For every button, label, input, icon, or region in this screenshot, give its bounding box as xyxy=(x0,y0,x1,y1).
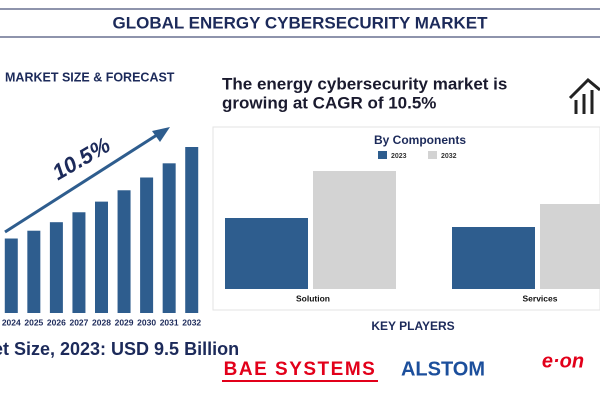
x-tick-label: 2025 xyxy=(24,317,43,327)
key-players-title: KEY PLAYERS xyxy=(371,319,454,333)
bar xyxy=(4,238,18,313)
forecast-title: MARKET SIZE & FORECAST xyxy=(5,70,175,84)
market-size-text: Market Size, 2023: USD 9.5 Billion xyxy=(0,339,239,359)
components-title: By Components xyxy=(374,133,466,147)
x-tick-label: 2030 xyxy=(137,317,156,327)
bar xyxy=(95,201,108,313)
x-tick-label: 2027 xyxy=(69,317,88,327)
page-title: GLOBAL ENERGY CYBERSECURITY MARKET xyxy=(113,13,489,32)
legend-label: 2023 xyxy=(391,153,407,160)
bar xyxy=(72,212,86,313)
x-tick-label: 2026 xyxy=(47,317,66,327)
bar xyxy=(162,163,176,313)
logo-eon: e·on xyxy=(542,350,584,372)
bar xyxy=(225,218,308,289)
x-tick-label: 2024 xyxy=(2,317,21,327)
legend-swatch xyxy=(428,151,437,159)
headline-line: The energy cybersecurity market is xyxy=(222,74,507,93)
bar xyxy=(313,171,396,289)
bar xyxy=(540,204,600,289)
legend-swatch xyxy=(378,151,387,159)
x-tick-label: 2029 xyxy=(115,317,134,327)
x-tick-label: Solution xyxy=(296,293,330,303)
x-tick-label: 2031 xyxy=(160,317,179,327)
house-icon xyxy=(568,77,600,114)
bar xyxy=(117,190,131,313)
bar xyxy=(49,222,63,313)
logo-alstom: ALSTOM xyxy=(401,358,485,380)
logo-bae: BAE SYSTEMS xyxy=(224,359,377,380)
x-tick-label: 2028 xyxy=(92,317,111,327)
bar xyxy=(452,227,535,289)
x-tick-label: Services xyxy=(523,293,558,303)
components-panel xyxy=(212,126,600,311)
growth-arrow xyxy=(4,131,161,234)
bar xyxy=(185,147,199,313)
x-tick-label: 2032 xyxy=(182,317,201,327)
headline-line: growing at CAGR of 10.5% xyxy=(222,93,436,112)
bar xyxy=(140,177,154,313)
growth-arrow-head xyxy=(152,127,170,142)
legend-label: 2032 xyxy=(441,153,457,160)
bar xyxy=(27,230,41,313)
